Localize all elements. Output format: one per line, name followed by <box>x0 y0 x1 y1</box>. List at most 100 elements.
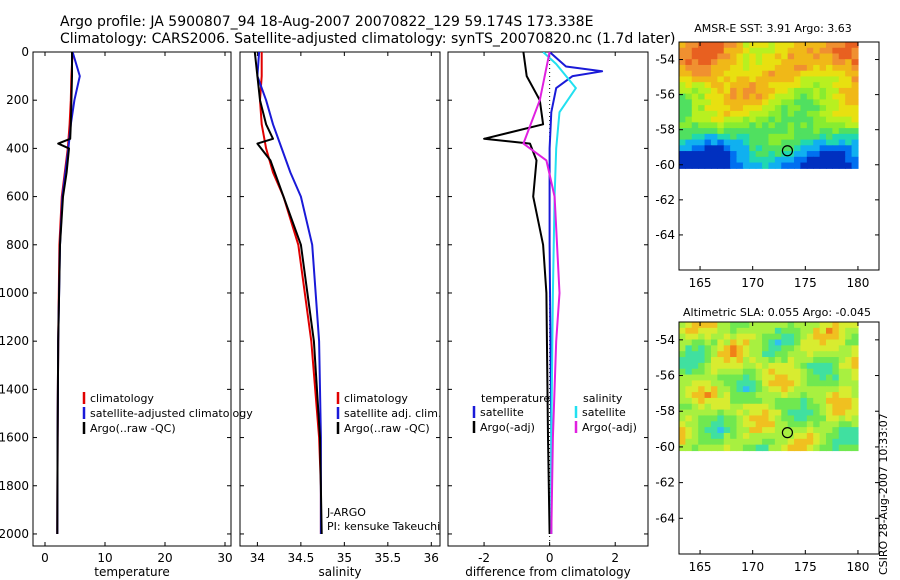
heatmap-cell <box>768 380 776 387</box>
heatmap-cell <box>717 327 725 335</box>
heatmap-cell <box>742 386 750 393</box>
heatmap-cell <box>749 116 757 123</box>
heatmap-cell <box>774 327 782 335</box>
heatmap-cell <box>781 59 789 66</box>
heatmap-cell <box>781 397 789 405</box>
heatmap-cell <box>691 145 699 152</box>
heatmap-cell <box>723 415 731 422</box>
heatmap-cell <box>685 415 693 422</box>
heatmap-cell <box>685 403 693 411</box>
heatmap-cell <box>787 82 795 89</box>
heatmap-cell <box>787 322 795 329</box>
heatmap-cell <box>794 362 802 370</box>
heatmap-cell <box>710 128 718 135</box>
map-frame <box>678 321 880 555</box>
x-tick-label: 0 <box>41 551 49 565</box>
heatmap-cell <box>800 444 808 452</box>
heatmap-cell <box>717 362 725 370</box>
heatmap-cell <box>755 438 763 446</box>
heatmap-cell <box>800 105 808 112</box>
heatmap-cell <box>845 93 853 100</box>
heatmap-cell <box>774 386 782 393</box>
x-tick-label: 34.5 <box>288 551 315 565</box>
heatmap-cell <box>679 368 686 376</box>
heatmap-cell <box>710 139 718 146</box>
heatmap-cell <box>813 345 821 352</box>
heatmap-cell <box>794 105 802 112</box>
heatmap-cell <box>685 42 693 49</box>
heatmap-cell <box>851 139 859 146</box>
legend-label: Argo(-adj) <box>582 421 637 434</box>
heatmap-cell <box>781 145 789 152</box>
heatmap-cell <box>806 432 814 440</box>
heatmap-cell <box>806 76 814 83</box>
heatmap-cell <box>851 357 859 364</box>
heatmap-cell <box>825 333 833 341</box>
heatmap-cell <box>768 53 776 60</box>
heatmap-cell <box>698 397 706 405</box>
heatmap-cell <box>704 339 712 346</box>
heatmap-cell <box>736 151 744 158</box>
x-tick-label: 165 <box>689 560 712 574</box>
heatmap-cell <box>819 409 827 417</box>
heatmap-cell <box>710 145 718 152</box>
heatmap-cell <box>749 64 757 72</box>
heatmap-cell <box>723 432 731 440</box>
heatmap-cell <box>819 133 827 141</box>
heatmap-cell <box>806 339 814 346</box>
heatmap-cell <box>825 397 833 405</box>
heatmap-cell <box>742 327 750 335</box>
heatmap-cell <box>710 357 718 364</box>
plot-frame <box>32 51 232 547</box>
heatmap-cell <box>730 345 738 352</box>
heatmap-cell <box>800 327 808 335</box>
heatmap-cell <box>698 59 706 66</box>
heatmap-cell <box>806 322 814 329</box>
heatmap-cell <box>851 128 859 135</box>
heatmap-cell <box>691 392 699 399</box>
heatmap-cell <box>781 403 789 411</box>
heatmap-cell <box>774 444 782 452</box>
heatmap-cell <box>679 133 686 141</box>
heatmap-cell <box>781 162 789 169</box>
heatmap-cell <box>768 145 776 152</box>
heatmap-cell <box>825 145 833 152</box>
heatmap-cell <box>851 368 859 376</box>
y-tick-label: 1000 <box>0 286 29 300</box>
heatmap-cell <box>723 351 731 358</box>
heatmap-cell <box>698 93 706 100</box>
heatmap-cell <box>851 421 859 428</box>
heatmap-cell <box>717 128 725 135</box>
heatmap-cell <box>851 438 859 446</box>
heatmap-cell <box>704 64 712 72</box>
heatmap-cell <box>819 53 827 60</box>
heatmap-cell <box>691 128 699 135</box>
heatmap-cell <box>845 47 853 55</box>
heatmap-cell <box>768 386 776 393</box>
heatmap-cell <box>774 59 782 66</box>
heatmap-cell <box>710 151 718 158</box>
heatmap-cell <box>749 386 757 393</box>
heatmap-cell <box>774 87 782 95</box>
heatmap-cell <box>762 151 770 158</box>
heatmap-cell <box>851 380 859 387</box>
heatmap-cell <box>736 333 744 341</box>
heatmap-cell <box>851 409 859 417</box>
heatmap-cell <box>832 93 840 100</box>
heatmap-cell <box>749 421 757 428</box>
heatmap-cell <box>832 374 840 382</box>
heatmap-cell <box>819 438 827 446</box>
heatmap-cell <box>749 110 757 118</box>
heatmap-cell <box>717 403 725 411</box>
heatmap-cell <box>813 128 821 135</box>
heatmap-cell <box>755 139 763 146</box>
heatmap-cell <box>774 357 782 364</box>
heatmap-cell <box>806 64 814 72</box>
heatmap-cell <box>787 128 795 135</box>
heatmap-cell <box>691 42 699 49</box>
heatmap-cell <box>845 415 853 422</box>
heatmap-cell <box>717 339 725 346</box>
heatmap-cell <box>749 162 757 169</box>
heatmap-cell <box>819 345 827 352</box>
heatmap-cell <box>800 432 808 440</box>
